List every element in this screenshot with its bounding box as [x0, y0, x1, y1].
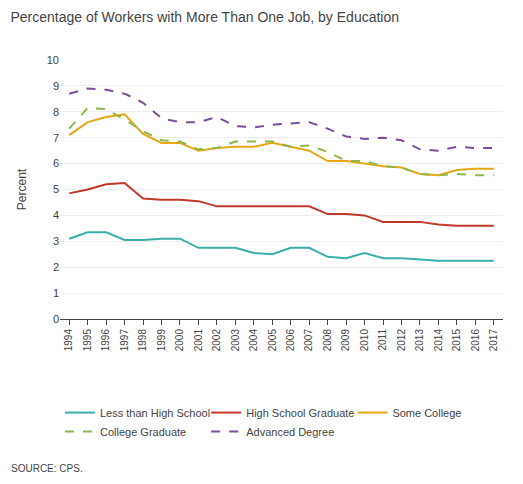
svg-text:7: 7: [53, 132, 59, 144]
svg-text:2004: 2004: [248, 329, 259, 352]
svg-text:2017: 2017: [488, 329, 499, 352]
svg-text:2003: 2003: [230, 329, 241, 352]
svg-text:2007: 2007: [303, 329, 314, 352]
svg-text:4: 4: [53, 209, 59, 221]
svg-text:2006: 2006: [285, 329, 296, 352]
svg-text:0: 0: [53, 313, 59, 325]
svg-text:1997: 1997: [119, 329, 130, 352]
svg-text:10: 10: [47, 54, 59, 66]
svg-text:SOURCE: CPS.: SOURCE: CPS.: [11, 463, 83, 474]
svg-text:1998: 1998: [137, 329, 148, 352]
svg-text:High School Graduate: High School Graduate: [246, 407, 354, 419]
svg-text:6: 6: [53, 157, 59, 169]
svg-text:1994: 1994: [63, 329, 74, 352]
svg-text:2005: 2005: [267, 329, 278, 352]
svg-text:1: 1: [53, 287, 59, 299]
svg-text:2011: 2011: [377, 329, 388, 351]
svg-text:Percent: Percent: [15, 168, 29, 210]
svg-text:8: 8: [53, 106, 59, 118]
svg-text:1995: 1995: [82, 329, 93, 352]
svg-text:Some College: Some College: [392, 407, 461, 419]
svg-text:College Graduate: College Graduate: [100, 426, 186, 438]
svg-text:3: 3: [53, 235, 59, 247]
svg-text:Advanced Degree: Advanced Degree: [246, 426, 334, 438]
svg-text:2001: 2001: [193, 329, 204, 352]
svg-text:1999: 1999: [156, 329, 167, 352]
svg-text:1996: 1996: [100, 329, 111, 352]
svg-text:2010: 2010: [359, 329, 370, 352]
svg-text:2: 2: [53, 261, 59, 273]
svg-text:2014: 2014: [433, 329, 444, 352]
svg-text:5: 5: [53, 183, 59, 195]
svg-text:Percentage of Workers with Mor: Percentage of Workers with More Than One…: [10, 9, 399, 25]
svg-text:2013: 2013: [414, 329, 425, 352]
svg-text:9: 9: [53, 80, 59, 92]
svg-text:2002: 2002: [211, 329, 222, 352]
svg-text:2016: 2016: [470, 329, 481, 352]
svg-text:2009: 2009: [340, 329, 351, 352]
svg-text:2012: 2012: [396, 329, 407, 352]
svg-text:2000: 2000: [174, 329, 185, 352]
svg-text:2015: 2015: [451, 329, 462, 352]
svg-text:2008: 2008: [322, 329, 333, 352]
svg-text:Less than High School: Less than High School: [100, 407, 210, 419]
